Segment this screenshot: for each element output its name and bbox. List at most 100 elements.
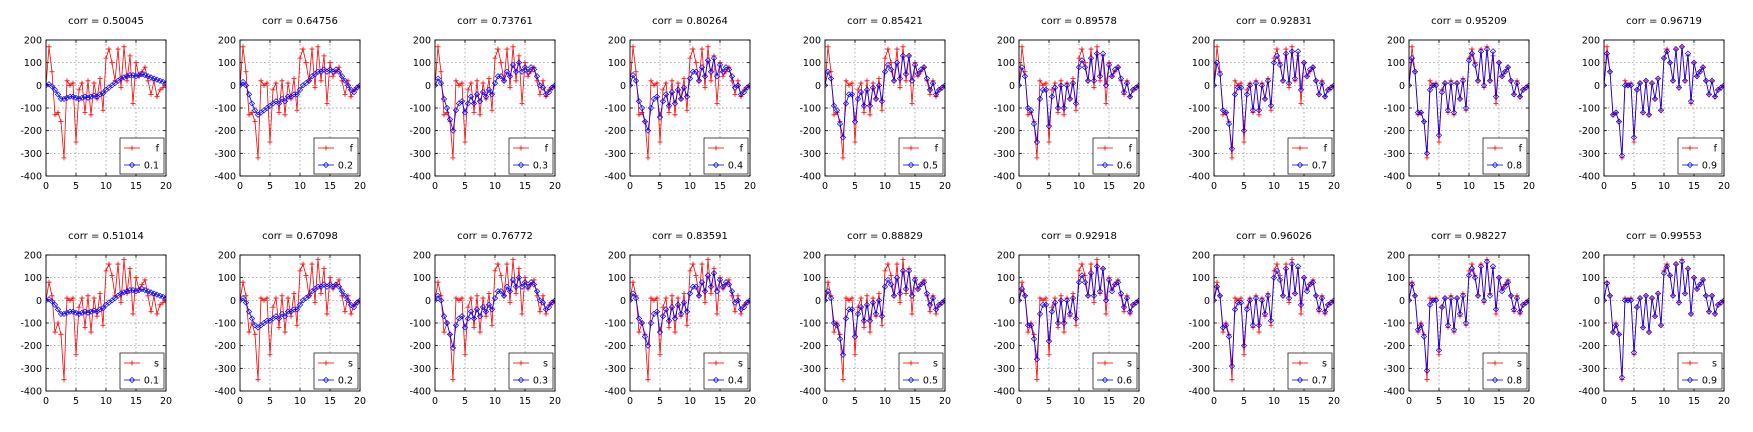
data-point-f (663, 80, 669, 86)
legend-marker-smoothed (1101, 161, 1109, 169)
data-point-smoothed (144, 288, 152, 295)
data-point-f (58, 119, 64, 125)
data-point-s (243, 293, 249, 299)
data-point-smoothed (320, 281, 328, 288)
axes-frame (45, 39, 167, 177)
subplot: corr = 0.73761 0 5 10 15 20 -400 -300 -200 -100 0 1… (409, 16, 561, 192)
data-point-smoothed (518, 68, 526, 75)
data-point-smoothed (503, 283, 511, 290)
data-point-f (465, 87, 471, 93)
legend-label: 0.7 (1312, 376, 1327, 387)
y-tick-label: -100 (20, 319, 42, 330)
data-point-smoothed (1315, 91, 1323, 98)
data-point-s (825, 279, 831, 285)
data-point-f (651, 82, 657, 88)
data-point-smoothed (1214, 283, 1221, 290)
data-point-s (91, 295, 97, 301)
legend-label: 0.1 (144, 376, 159, 387)
data-point-f (1073, 107, 1079, 113)
data-point-s (648, 295, 654, 301)
data-point-smoothed (60, 310, 68, 318)
y-tick-label: -400 (409, 172, 431, 183)
data-point-smoothed (833, 322, 841, 329)
data-point-smoothed (1060, 104, 1068, 112)
data-point-s (645, 377, 651, 383)
x-tick-label: 15 (1103, 181, 1115, 192)
legend-marker-s (1492, 360, 1498, 366)
data-point-smoothed (159, 78, 166, 86)
data-point-smoothed (1447, 294, 1455, 302)
data-point-smoothed (1645, 328, 1653, 336)
data-point-smoothed (72, 309, 80, 316)
data-point-f (154, 94, 160, 100)
data-point-smoothed (1033, 138, 1041, 146)
data-point-s (690, 261, 696, 267)
data-point-smoothed (1504, 279, 1512, 286)
data-point-s (252, 331, 258, 337)
data-point-smoothed (1438, 304, 1446, 311)
data-point-smoothed (1513, 79, 1521, 87)
data-point-smoothed (890, 292, 898, 299)
data-point-smoothed (635, 315, 643, 322)
data-point-f (516, 53, 522, 59)
y-tick-label: -100 (214, 319, 236, 330)
y-tick-label: -400 (20, 172, 42, 183)
data-point-smoothed (46, 296, 53, 303)
data-point-f (882, 55, 888, 61)
data-point-smoothed (141, 72, 149, 79)
y-tick-label: -100 (799, 319, 821, 330)
data-point-smoothed (920, 279, 928, 286)
data-point-smoothed (674, 301, 682, 308)
data-point-smoothed (827, 294, 835, 302)
data-point-smoothed (854, 310, 862, 318)
data-point-smoothed (332, 281, 340, 288)
data-point-smoothed (1678, 258, 1686, 265)
data-point-f (52, 112, 58, 118)
data-point-smoothed (81, 308, 89, 315)
x-tick-label: 10 (294, 181, 306, 192)
data-point-smoothed (1312, 77, 1320, 84)
data-point-smoothed (869, 299, 877, 306)
data-point-smoothed (1105, 61, 1113, 69)
data-point-f (148, 91, 154, 97)
y-tick-label: -400 (1188, 387, 1210, 398)
data-point-smoothed (1096, 288, 1104, 295)
data-point-smoothed (99, 90, 107, 97)
legend: f 0.1 (119, 137, 165, 175)
data-point-smoothed (1019, 297, 1023, 304)
data-point-s (882, 268, 888, 274)
data-point-smoothed (132, 73, 140, 80)
data-point-smoothed (1474, 77, 1482, 84)
y-tick-label: -400 (20, 387, 42, 398)
data-point-s (270, 304, 276, 310)
y-tick-label: -300 (20, 149, 42, 160)
data-point-smoothed (326, 281, 334, 288)
data-point-smoothed (281, 98, 289, 105)
data-point-f (825, 82, 828, 88)
data-point-f (552, 82, 555, 88)
data-point-smoothed (488, 306, 496, 313)
data-point-s (246, 329, 252, 335)
x-tick-label: 10 (879, 181, 891, 192)
data-point-smoothed (356, 297, 360, 304)
data-point-smoothed (1489, 48, 1497, 55)
y-tick-label: 100 (803, 273, 821, 284)
legend-label: 0.9 (1702, 376, 1717, 387)
data-point-smoothed (129, 72, 137, 79)
subplot-title: corr = 0.89578 (1041, 16, 1117, 27)
y-tick-label: -200 (1578, 341, 1600, 352)
data-point-f (1298, 100, 1304, 106)
data-point-f (435, 44, 441, 50)
data-point-smoothed (536, 82, 544, 89)
data-point-s (489, 322, 495, 328)
data-point-f (684, 107, 690, 113)
data-point-f (246, 112, 252, 118)
x-tick-label: 10 (879, 396, 891, 407)
data-point-f (690, 46, 696, 52)
data-point-smoothed (54, 91, 62, 98)
data-point-f (252, 119, 258, 125)
data-point-s (840, 377, 846, 383)
data-point-smoothed (884, 276, 892, 284)
data-point-smoothed (1675, 299, 1683, 306)
y-tick-label: -400 (1383, 172, 1405, 183)
